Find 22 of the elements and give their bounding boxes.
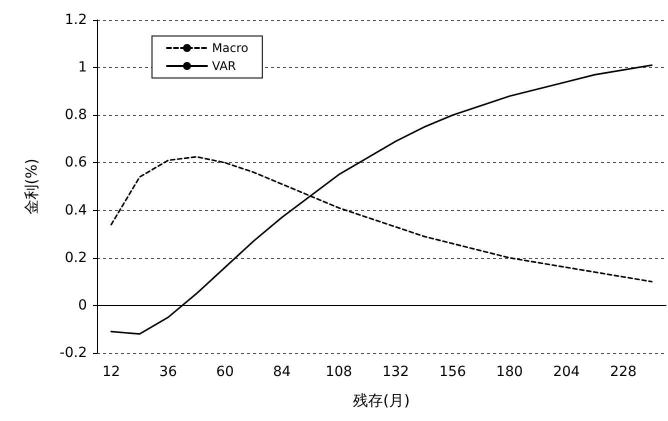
x-tick-label: 60 bbox=[216, 364, 234, 380]
y-tick-label: 0.2 bbox=[64, 250, 87, 266]
legend-label: Macro bbox=[212, 41, 248, 55]
x-tick-label: 12 bbox=[102, 364, 120, 380]
y-tick-label: 1.2 bbox=[64, 12, 87, 28]
x-tick-label: 204 bbox=[553, 364, 580, 380]
x-axis-title: 残存(月) bbox=[353, 392, 410, 410]
y-tick-label: 0.4 bbox=[64, 202, 88, 218]
y-axis-title: 金利(%) bbox=[22, 158, 40, 214]
x-tick-label: 180 bbox=[496, 364, 523, 380]
y-tick-label: -0.2 bbox=[60, 345, 87, 361]
x-tick-label: 108 bbox=[325, 364, 352, 380]
y-tick-label: 0 bbox=[78, 297, 87, 314]
x-tick-label: 156 bbox=[439, 364, 466, 380]
x-tick-label: 36 bbox=[159, 364, 178, 380]
x-tick-label: 84 bbox=[273, 364, 291, 380]
y-tick-label: 0.8 bbox=[64, 107, 87, 124]
legend-label: VAR bbox=[212, 59, 236, 73]
y-tick-label: 0.6 bbox=[64, 154, 88, 171]
y-tick-label: 1 bbox=[78, 60, 87, 76]
x-tick-label: 228 bbox=[610, 364, 637, 380]
x-tick-label: 132 bbox=[382, 364, 410, 380]
